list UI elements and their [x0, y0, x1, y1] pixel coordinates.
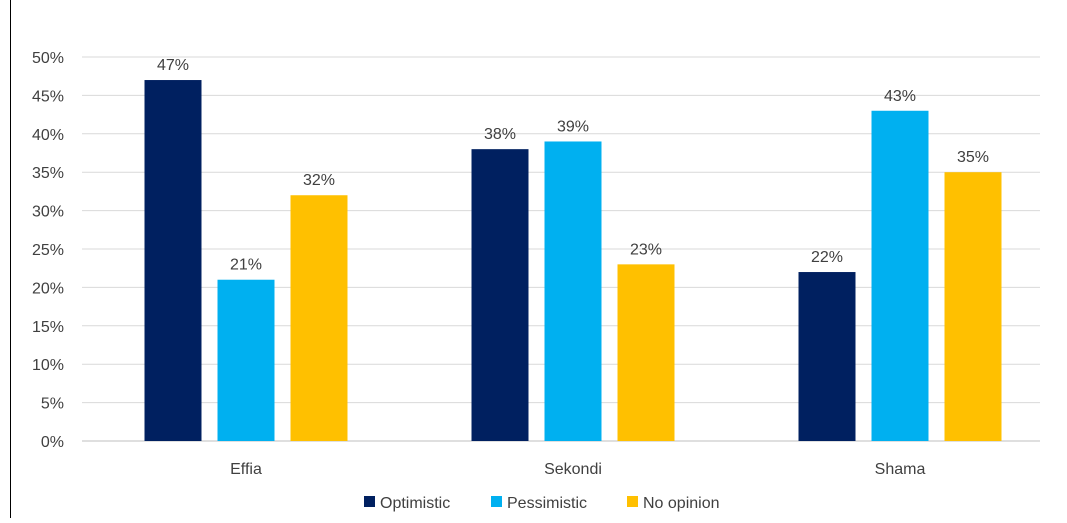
data-label: 38%	[484, 126, 516, 143]
y-tick-label: 30%	[32, 204, 64, 221]
legend-label: Optimistic	[380, 495, 450, 512]
legend: Optimistic Pessimistic No opinion	[364, 495, 720, 512]
y-axis: 0% 5% 10% 15% 20% 25% 30% 35% 40% 45% 50%	[32, 50, 64, 451]
legend-label: Pessimistic	[507, 495, 587, 512]
y-tick-label: 5%	[41, 396, 64, 413]
bar-effia-optimistic	[144, 80, 202, 441]
bars	[144, 80, 1002, 442]
legend-swatch	[491, 496, 502, 507]
bar-sekondi-no-opinion	[617, 264, 675, 441]
y-tick-label: 15%	[32, 319, 64, 336]
bar-shama-pessimistic	[871, 110, 929, 441]
category-label: Effia	[230, 461, 262, 478]
y-tick-label: 0%	[41, 434, 64, 451]
legend-item-pessimistic: Pessimistic	[491, 495, 587, 512]
legend-swatch	[364, 496, 375, 507]
legend-label: No opinion	[643, 495, 720, 512]
data-label: 35%	[957, 149, 989, 166]
bar-shama-no-opinion	[944, 172, 1002, 441]
data-label: 47%	[157, 57, 189, 74]
x-axis: Effia Sekondi Shama	[230, 461, 925, 478]
y-tick-label: 40%	[32, 127, 64, 144]
data-label: 22%	[811, 249, 843, 266]
data-label: 39%	[557, 118, 589, 135]
left-border-line	[10, 0, 11, 518]
y-tick-label: 50%	[32, 50, 64, 67]
data-label: 43%	[884, 88, 916, 105]
data-labels: 47% 21% 32% 38% 39% 23% 22% 43% 35%	[157, 57, 989, 274]
y-tick-label: 25%	[32, 242, 64, 259]
bar-effia-pessimistic	[217, 279, 275, 441]
legend-swatch	[627, 496, 638, 507]
y-tick-label: 45%	[32, 88, 64, 105]
data-label: 32%	[303, 172, 335, 189]
category-label: Sekondi	[544, 461, 602, 478]
y-tick-label: 35%	[32, 165, 64, 182]
data-label: 21%	[230, 257, 262, 274]
y-tick-label: 20%	[32, 280, 64, 297]
bar-sekondi-pessimistic	[544, 141, 602, 442]
bar-effia-no-opinion	[290, 195, 348, 441]
category-label: Shama	[875, 461, 926, 478]
legend-item-optimistic: Optimistic	[364, 495, 450, 512]
data-label: 23%	[630, 241, 662, 258]
bar-sekondi-optimistic	[471, 149, 529, 441]
y-tick-label: 10%	[32, 357, 64, 374]
legend-item-no-opinion: No opinion	[627, 495, 720, 512]
bar-shama-optimistic	[798, 272, 856, 441]
